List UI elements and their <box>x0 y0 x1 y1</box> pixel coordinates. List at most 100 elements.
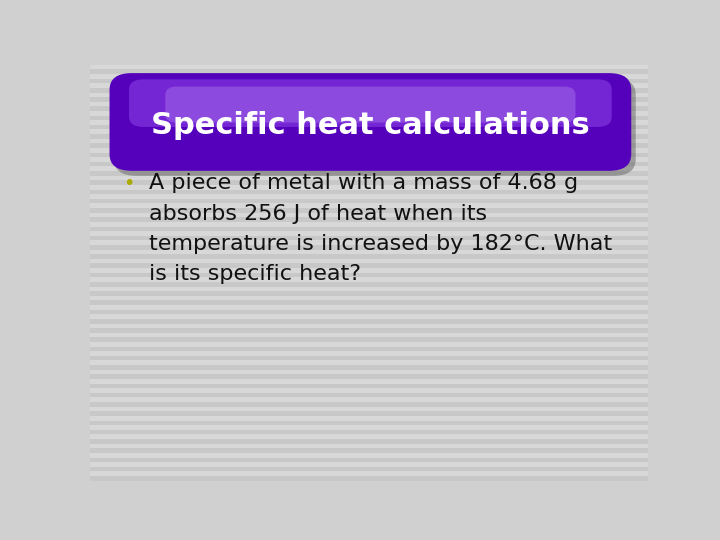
Bar <box>90 139 648 143</box>
Bar <box>90 148 648 153</box>
Bar <box>90 194 648 199</box>
Bar <box>90 157 648 162</box>
Bar <box>90 190 648 194</box>
Bar <box>90 338 648 342</box>
Bar <box>90 153 648 157</box>
Bar <box>90 453 648 457</box>
Bar <box>90 236 648 240</box>
Bar <box>90 213 648 217</box>
Bar <box>90 300 648 305</box>
Bar <box>90 130 648 134</box>
Bar <box>90 65 648 70</box>
Bar <box>90 245 648 249</box>
Text: is its specific heat?: is its specific heat? <box>148 265 361 285</box>
FancyBboxPatch shape <box>129 79 612 127</box>
Bar <box>90 226 648 231</box>
Bar <box>90 143 648 148</box>
Bar <box>90 471 648 476</box>
FancyBboxPatch shape <box>166 86 575 123</box>
Bar <box>90 282 648 287</box>
Bar <box>90 208 648 213</box>
Bar <box>90 268 648 273</box>
Bar <box>90 439 648 444</box>
Bar <box>90 264 648 268</box>
Bar <box>90 342 648 347</box>
Bar <box>90 97 648 102</box>
Bar <box>90 249 648 254</box>
Bar <box>90 134 648 139</box>
Bar <box>90 305 648 309</box>
Bar <box>90 199 648 204</box>
Text: A piece of metal with a mass of 4.68 g: A piece of metal with a mass of 4.68 g <box>148 173 577 193</box>
Bar <box>90 166 648 171</box>
Bar <box>90 319 648 323</box>
Bar <box>90 106 648 111</box>
Bar <box>90 328 648 333</box>
Bar <box>90 416 648 421</box>
Bar <box>90 171 648 176</box>
Bar <box>90 287 648 291</box>
Bar <box>90 370 648 374</box>
Bar <box>90 111 648 116</box>
Text: absorbs 256 J of heat when its: absorbs 256 J of heat when its <box>148 204 487 224</box>
Bar <box>90 397 648 402</box>
Bar <box>90 79 648 83</box>
Bar <box>90 393 648 397</box>
Bar <box>90 296 648 300</box>
Bar <box>90 365 648 370</box>
Text: Specific heat calculations: Specific heat calculations <box>151 111 590 140</box>
Bar <box>90 162 648 166</box>
Bar <box>90 176 648 180</box>
Bar <box>90 278 648 282</box>
Bar <box>90 462 648 467</box>
Bar <box>90 180 648 185</box>
FancyBboxPatch shape <box>114 78 636 176</box>
Bar <box>90 125 648 130</box>
Bar <box>90 448 648 453</box>
Bar <box>90 254 648 259</box>
Bar <box>90 467 648 471</box>
Bar <box>90 388 648 393</box>
FancyBboxPatch shape <box>109 73 631 171</box>
Bar <box>90 259 648 264</box>
Text: temperature is increased by 182°C. What: temperature is increased by 182°C. What <box>148 234 612 254</box>
Bar <box>90 430 648 434</box>
Bar <box>90 379 648 383</box>
Bar <box>90 351 648 356</box>
Bar <box>90 217 648 222</box>
Bar <box>90 74 648 79</box>
Bar <box>90 333 648 338</box>
Bar <box>90 120 648 125</box>
Bar <box>90 70 648 74</box>
Bar <box>90 323 648 328</box>
Bar <box>90 356 648 361</box>
Bar <box>90 314 648 319</box>
Bar <box>90 116 648 120</box>
Bar <box>90 347 648 351</box>
Bar <box>90 92 648 97</box>
Bar <box>90 273 648 278</box>
Text: •: • <box>123 174 135 193</box>
Bar <box>90 457 648 462</box>
Bar <box>90 222 648 226</box>
Bar <box>90 425 648 430</box>
Bar <box>90 402 648 407</box>
Bar <box>90 231 648 236</box>
Bar <box>90 361 648 365</box>
Bar <box>90 411 648 416</box>
Bar <box>90 383 648 388</box>
Bar <box>90 476 648 481</box>
Bar <box>90 185 648 190</box>
Bar <box>90 444 648 448</box>
Bar <box>90 434 648 439</box>
Bar <box>90 88 648 92</box>
Bar <box>90 374 648 379</box>
Bar <box>90 407 648 411</box>
Bar <box>90 240 648 245</box>
Bar <box>90 83 648 88</box>
Bar <box>90 204 648 208</box>
Bar <box>90 102 648 106</box>
Bar <box>90 309 648 314</box>
Bar <box>90 291 648 296</box>
Bar <box>90 421 648 425</box>
